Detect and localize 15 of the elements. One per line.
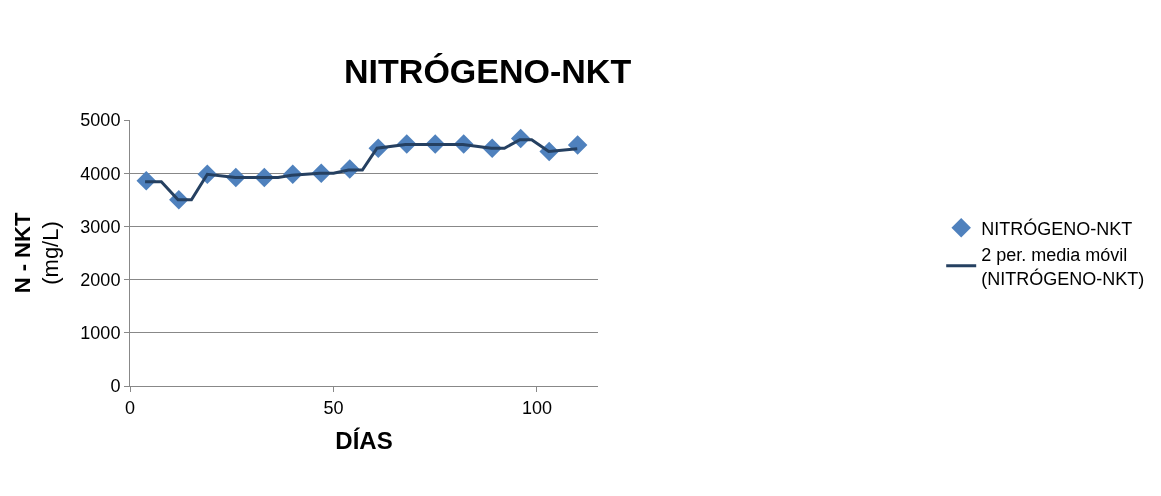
x-axis-title: DÍAS	[335, 426, 393, 454]
x-tick-label: 0	[124, 397, 136, 418]
y-tick-label: 2000	[80, 269, 121, 290]
x-tick-label: 100	[521, 397, 552, 418]
legend-label: 2 per. media móvil (NITRÓGENO-NKT)	[981, 245, 1145, 289]
point	[567, 135, 588, 155]
y-tick-label: 0	[110, 376, 121, 397]
y-axis-title: N - NKT (mg/L)	[9, 212, 64, 294]
legend-label: NITRÓGENO-NKT	[981, 217, 1133, 239]
y-tick-label: 4000	[80, 163, 121, 184]
x-tick-label: 50	[323, 397, 344, 418]
y-tick-label: 1000	[80, 323, 121, 344]
chart-title: NITRÓGENO-NKT	[344, 52, 632, 91]
y-tick-label: 3000	[80, 216, 121, 237]
y-tick-label: 5000	[80, 110, 121, 131]
